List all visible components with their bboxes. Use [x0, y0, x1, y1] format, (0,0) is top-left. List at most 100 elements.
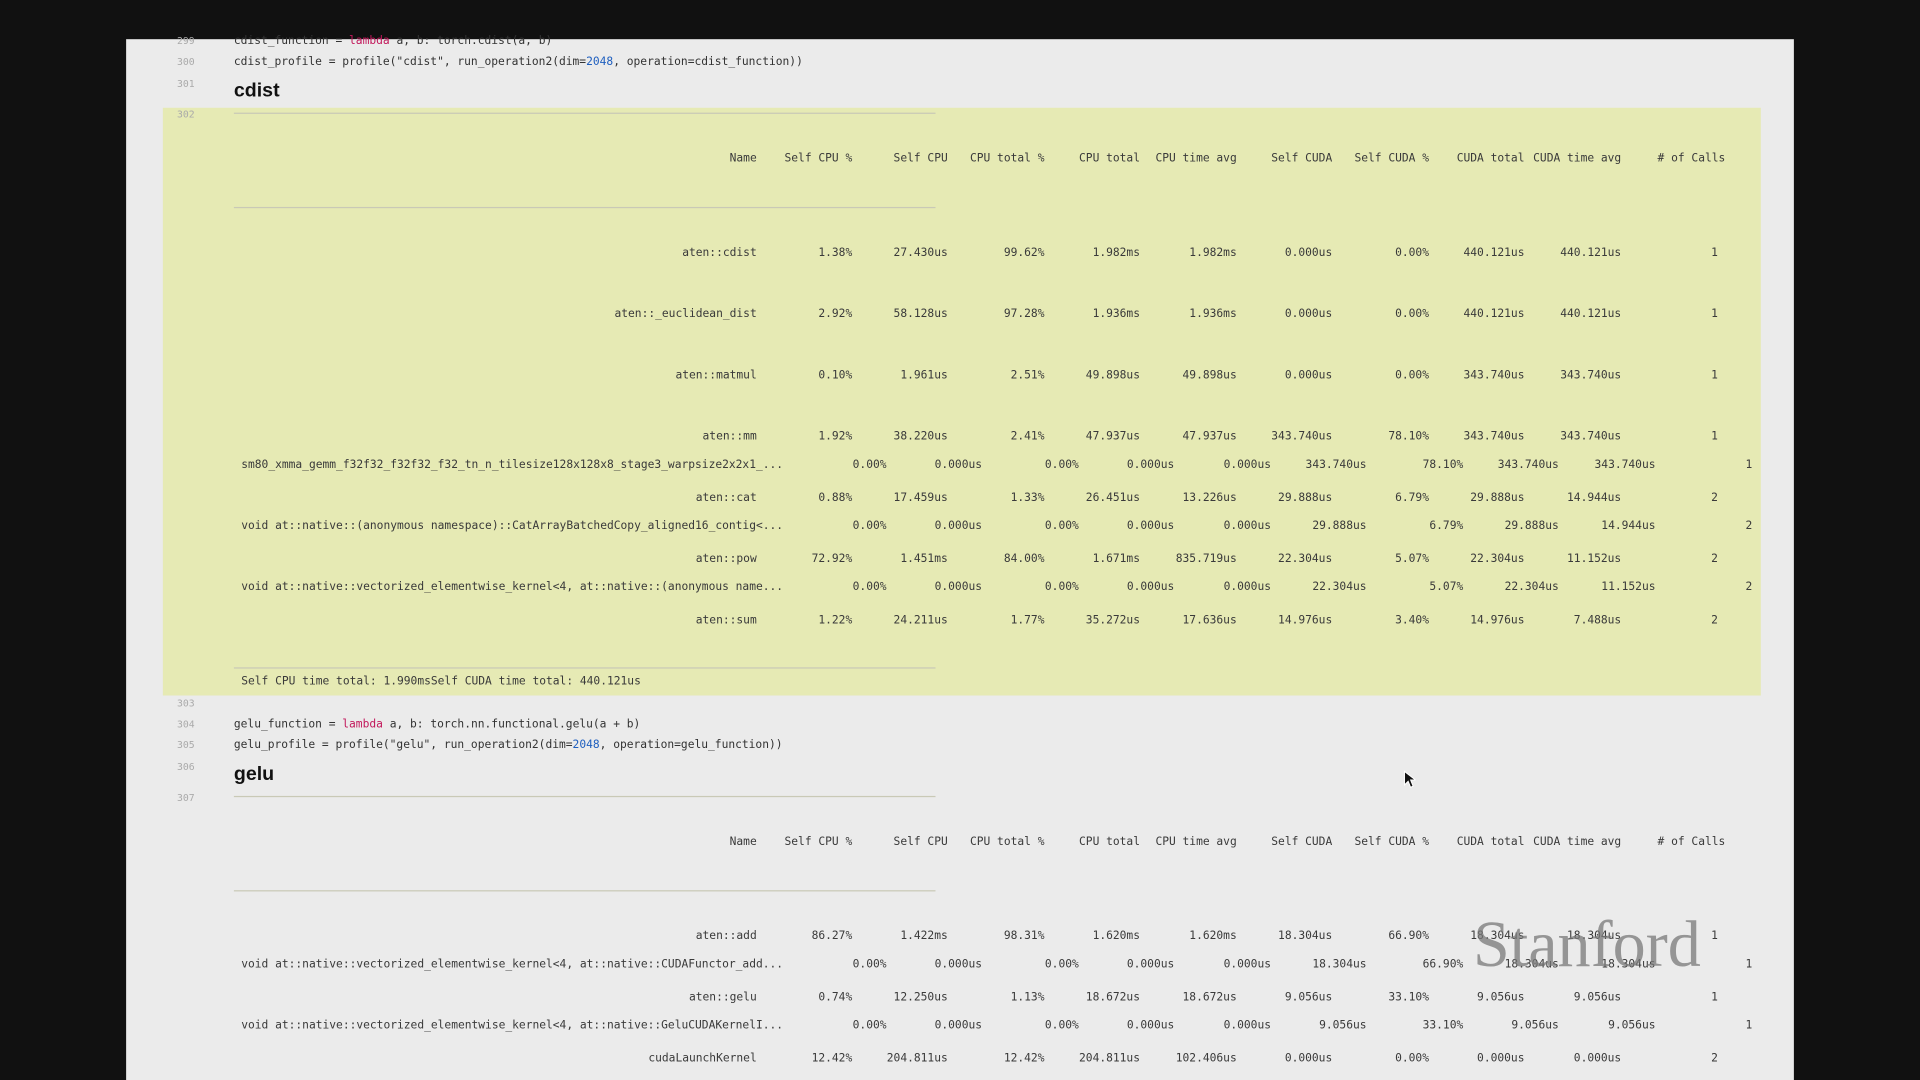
row-cell: 0.00% — [852, 580, 887, 594]
table-rule — [233, 795, 936, 798]
row-cell: 24.211us — [893, 613, 948, 627]
row-cell: 0.000us — [934, 519, 983, 533]
row-cell: 29.888us — [1504, 519, 1559, 533]
row-cell: 440.121us — [1560, 246, 1622, 260]
row-cell: 1 — [1711, 246, 1718, 260]
table-rule — [233, 890, 936, 892]
row-name: aten::cdist — [682, 246, 757, 260]
row-cell: 1.620ms — [1092, 929, 1141, 943]
row-cell: 2 — [1745, 580, 1753, 594]
row-cell: 14.976us — [1278, 613, 1333, 627]
row-cell: 343.740us — [1594, 457, 1656, 472]
row-cell: 0.00% — [1044, 580, 1079, 594]
row-cell: 2.92% — [818, 307, 853, 321]
row-cell: 47.937us — [1182, 429, 1237, 444]
row-cell: 86.27% — [811, 929, 853, 943]
line-number: 305 — [176, 739, 195, 751]
row-cell: 0.00% — [1395, 1051, 1429, 1066]
row-cell: 1.936ms — [1189, 307, 1237, 321]
row-cell: 9.056us — [1284, 990, 1333, 1005]
row-cell: 3.40% — [1395, 613, 1429, 627]
column-header: Self CUDA — [1271, 835, 1333, 849]
row-cell: 0.10% — [818, 368, 853, 383]
row-name: cudaLaunchKernel — [648, 1051, 757, 1066]
column-header: CUDA total — [1456, 835, 1525, 849]
row-cell: 12.42% — [811, 1051, 853, 1066]
watermark: Stanford — [1473, 907, 1701, 981]
line-number: 300 — [176, 56, 195, 68]
row-cell: 5.07% — [1429, 580, 1464, 594]
row-cell: 343.740us — [1463, 368, 1525, 383]
row-cell: 1 — [1711, 929, 1718, 943]
row-cell: 22.304us — [1470, 552, 1525, 566]
row-cell: 343.740us — [1463, 429, 1525, 444]
row-cell: 0.000us — [1573, 1051, 1622, 1066]
row-cell: 98.31% — [1003, 929, 1045, 943]
row-cell: 1.13% — [1010, 990, 1045, 1005]
row-cell: 0.000us — [934, 1018, 983, 1033]
row-name: aten::add — [695, 929, 757, 943]
row-cell: 49.898us — [1085, 368, 1141, 383]
row-cell: 0.000us — [934, 580, 983, 594]
row-cell: 9.056us — [1319, 1018, 1367, 1033]
column-header: Self CPU % — [784, 835, 853, 849]
row-name: aten::gelu — [688, 990, 757, 1005]
code-token: lambda — [349, 33, 390, 48]
row-cell: 22.304us — [1278, 552, 1333, 566]
column-header: Self CUDA % — [1354, 151, 1429, 166]
row-cell: 99.62% — [1003, 246, 1045, 260]
row-cell: 1.38% — [818, 246, 853, 260]
row-cell: 0.000us — [1223, 519, 1272, 533]
row-cell: 835.719us — [1175, 552, 1237, 566]
code-line: gelu_function = lambda a, b: torch.nn.fu… — [234, 716, 640, 733]
row-cell: 7.488us — [1573, 613, 1622, 627]
row-cell: 14.944us — [1567, 491, 1622, 505]
row-cell: 0.000us — [1284, 368, 1333, 383]
row-cell: 0.000us — [934, 957, 983, 972]
row-cell: 1.982ms — [1092, 246, 1141, 260]
row-cell: 1 — [1711, 429, 1718, 444]
row-name: aten::_euclidean_dist — [614, 307, 757, 321]
row-cell: 35.272us — [1085, 613, 1141, 627]
row-cell: 0.00% — [1044, 957, 1079, 972]
row-cell: 0.000us — [1284, 246, 1333, 260]
table-rule — [233, 112, 936, 114]
row-cell: 0.00% — [852, 1018, 887, 1033]
row-cell: 9.056us — [1511, 1018, 1559, 1033]
column-header: Self CPU — [893, 151, 948, 166]
code-line: gelu_profile = profile("gelu", run_opera… — [234, 737, 783, 754]
section-heading: gelu — [233, 764, 275, 785]
row-cell: 1.33% — [1010, 491, 1045, 505]
code-token: , operation=gelu_function)) — [599, 737, 783, 752]
mouse-cursor — [1404, 770, 1416, 789]
row-cell: 27.430us — [893, 246, 948, 260]
row-cell: 1.982ms — [1189, 246, 1237, 260]
row-cell: 440.121us — [1463, 246, 1525, 260]
column-header: # of Calls — [1657, 151, 1726, 166]
table-footer: Self CPU time total: 1.990msSelf CUDA ti… — [241, 674, 641, 689]
line-number: 303 — [176, 697, 195, 709]
row-cell: 2 — [1711, 613, 1718, 627]
row-cell: 6.79% — [1429, 519, 1464, 533]
row-cell: 1 — [1711, 368, 1718, 383]
row-cell: 38.220us — [893, 429, 948, 444]
row-name: void at::native::(anonymous namespace)::… — [241, 519, 784, 533]
row-cell: 343.740us — [1497, 457, 1559, 472]
row-name: sm80_xmma_gemm_f32f32_f32f32_f32_tn_n_ti… — [241, 457, 784, 472]
row-cell: 78.10% — [1388, 429, 1429, 444]
row-cell: 1 — [1711, 990, 1718, 1005]
column-header: CPU total — [1079, 835, 1141, 849]
code-token: a, b: torch.nn.functional.gelu(a + b) — [382, 716, 641, 731]
row-name: void at::native::vectorized_elementwise_… — [241, 580, 784, 594]
row-cell: 440.121us — [1560, 307, 1622, 321]
row-cell: 1 — [1745, 457, 1753, 472]
row-cell: 0.000us — [1284, 307, 1333, 321]
row-cell: 102.406us — [1175, 1051, 1237, 1066]
row-cell: 0.000us — [1126, 1018, 1175, 1033]
section-heading: cdist — [233, 80, 280, 102]
column-header: CUDA time avg — [1533, 835, 1622, 849]
row-cell: 343.740us — [1560, 368, 1622, 383]
line-number: 301 — [176, 78, 195, 90]
row-cell: 2 — [1711, 1051, 1718, 1066]
row-cell: 0.000us — [1223, 457, 1272, 472]
